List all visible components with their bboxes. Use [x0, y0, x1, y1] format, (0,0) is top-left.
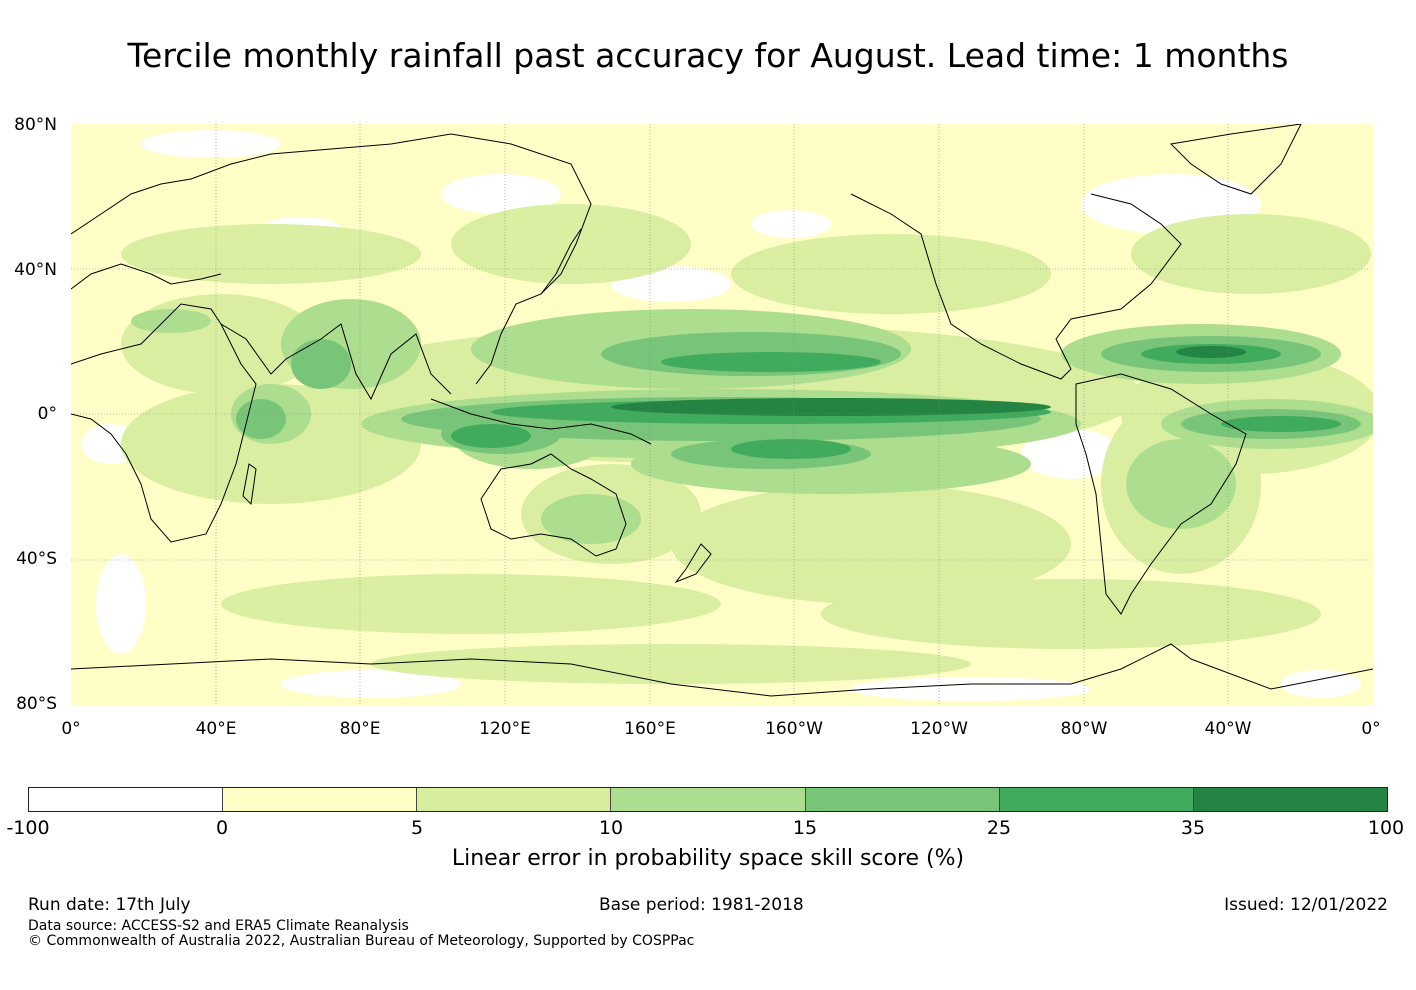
colorbar	[28, 787, 1388, 812]
eurasia-north-coast	[71, 133, 592, 385]
lat-label-80s: 80°S	[16, 694, 57, 714]
australia-coast	[480, 453, 627, 557]
colorbar-segment	[999, 788, 1194, 811]
colorbar-tick: 5	[410, 817, 424, 839]
coastlines	[71, 124, 1373, 697]
arabia-coast	[220, 323, 452, 401]
antarctica-coast	[71, 643, 1373, 697]
colorbar-tick: 35	[1180, 817, 1206, 839]
colorbar-segment	[417, 788, 612, 811]
colorbar-tick: 0	[215, 817, 229, 839]
data-source: Data source: ACCESS-S2 and ERA5 Climate …	[28, 918, 409, 934]
lon-label-40w: 40°W	[1204, 719, 1252, 739]
colorbar-segment	[1193, 788, 1387, 811]
lon-label-80e: 80°E	[339, 719, 381, 739]
lon-label-0-end: 0°	[1361, 719, 1381, 739]
lat-label-80n: 80°N	[14, 115, 57, 135]
lon-label-160w: 160°W	[765, 719, 823, 739]
skill-35-100	[611, 346, 1246, 416]
greenland-coast	[1169, 124, 1302, 195]
madagascar-coast	[242, 463, 257, 506]
copyright: © Commonwealth of Australia 2022, Austra…	[28, 933, 695, 949]
indonesia-coast	[430, 398, 652, 445]
run-date: Run date: 17th July	[28, 895, 191, 915]
colorbar-label: Linear error in probability space skill …	[451, 846, 965, 871]
colorbar-tick: 25	[986, 817, 1012, 839]
colorbar-tick: 10	[598, 817, 624, 839]
new-zealand-coast	[674, 543, 712, 584]
lon-label-160e: 160°E	[624, 719, 676, 739]
lon-label-80w: 80°W	[1060, 719, 1108, 739]
colorbar-segment	[223, 788, 418, 811]
lat-label-0: 0°	[37, 404, 57, 424]
japan-coast	[540, 228, 582, 295]
north-america-coast	[850, 193, 1182, 380]
colorbar-tick: -100	[6, 817, 50, 839]
colorbar-segment	[805, 788, 1000, 811]
africa-coast	[71, 303, 257, 543]
issued-date: Issued: 12/01/2022	[1224, 895, 1388, 915]
lon-label-120e: 120°E	[479, 719, 531, 739]
europe-coast	[71, 263, 222, 290]
lat-label-40s: 40°S	[16, 549, 57, 569]
map-title: Tercile monthly rainfall past accuracy f…	[127, 36, 1289, 75]
lon-label-120w: 120°W	[910, 719, 968, 739]
lon-label-0: 0°	[61, 719, 81, 739]
colorbar-tick: 100	[1367, 817, 1405, 839]
colorbar-tick: 15	[792, 817, 818, 839]
lon-label-40e: 40°E	[195, 719, 237, 739]
colorbar-segment	[611, 788, 806, 811]
skill-score-map	[71, 124, 1373, 706]
base-period: Base period: 1981-2018	[599, 895, 804, 915]
colorbar-segment	[29, 788, 224, 811]
south-america-coast	[1075, 373, 1247, 615]
lat-label-40n: 40°N	[14, 260, 57, 280]
graticule	[71, 124, 1373, 706]
